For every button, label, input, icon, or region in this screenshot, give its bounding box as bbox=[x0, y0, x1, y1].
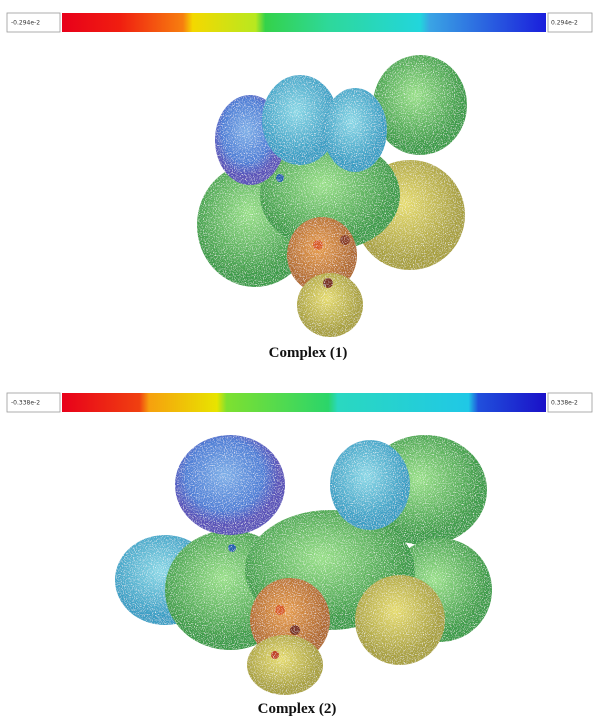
color-bar bbox=[62, 13, 546, 32]
panel-1: -0.294e-2 0.294e-2 Complex (1) bbox=[7, 13, 592, 361]
color-bar bbox=[62, 393, 546, 412]
scale-max: 0.338e-2 bbox=[551, 400, 578, 407]
scale-max: 0.294e-2 bbox=[551, 20, 578, 27]
caption: Complex (1) bbox=[269, 345, 348, 361]
mep-surface bbox=[197, 55, 467, 337]
scale-min: -0.338e-2 bbox=[11, 400, 40, 407]
caption: Complex (2) bbox=[258, 701, 337, 717]
figure: -0.294e-2 0.294e-2 Complex (1) -0.338e-2… bbox=[0, 0, 599, 724]
scale-min: -0.294e-2 bbox=[11, 20, 40, 27]
panel-2: -0.338e-2 0.338e-2 Complex (2) bbox=[7, 393, 592, 717]
mep-surface bbox=[115, 435, 492, 695]
